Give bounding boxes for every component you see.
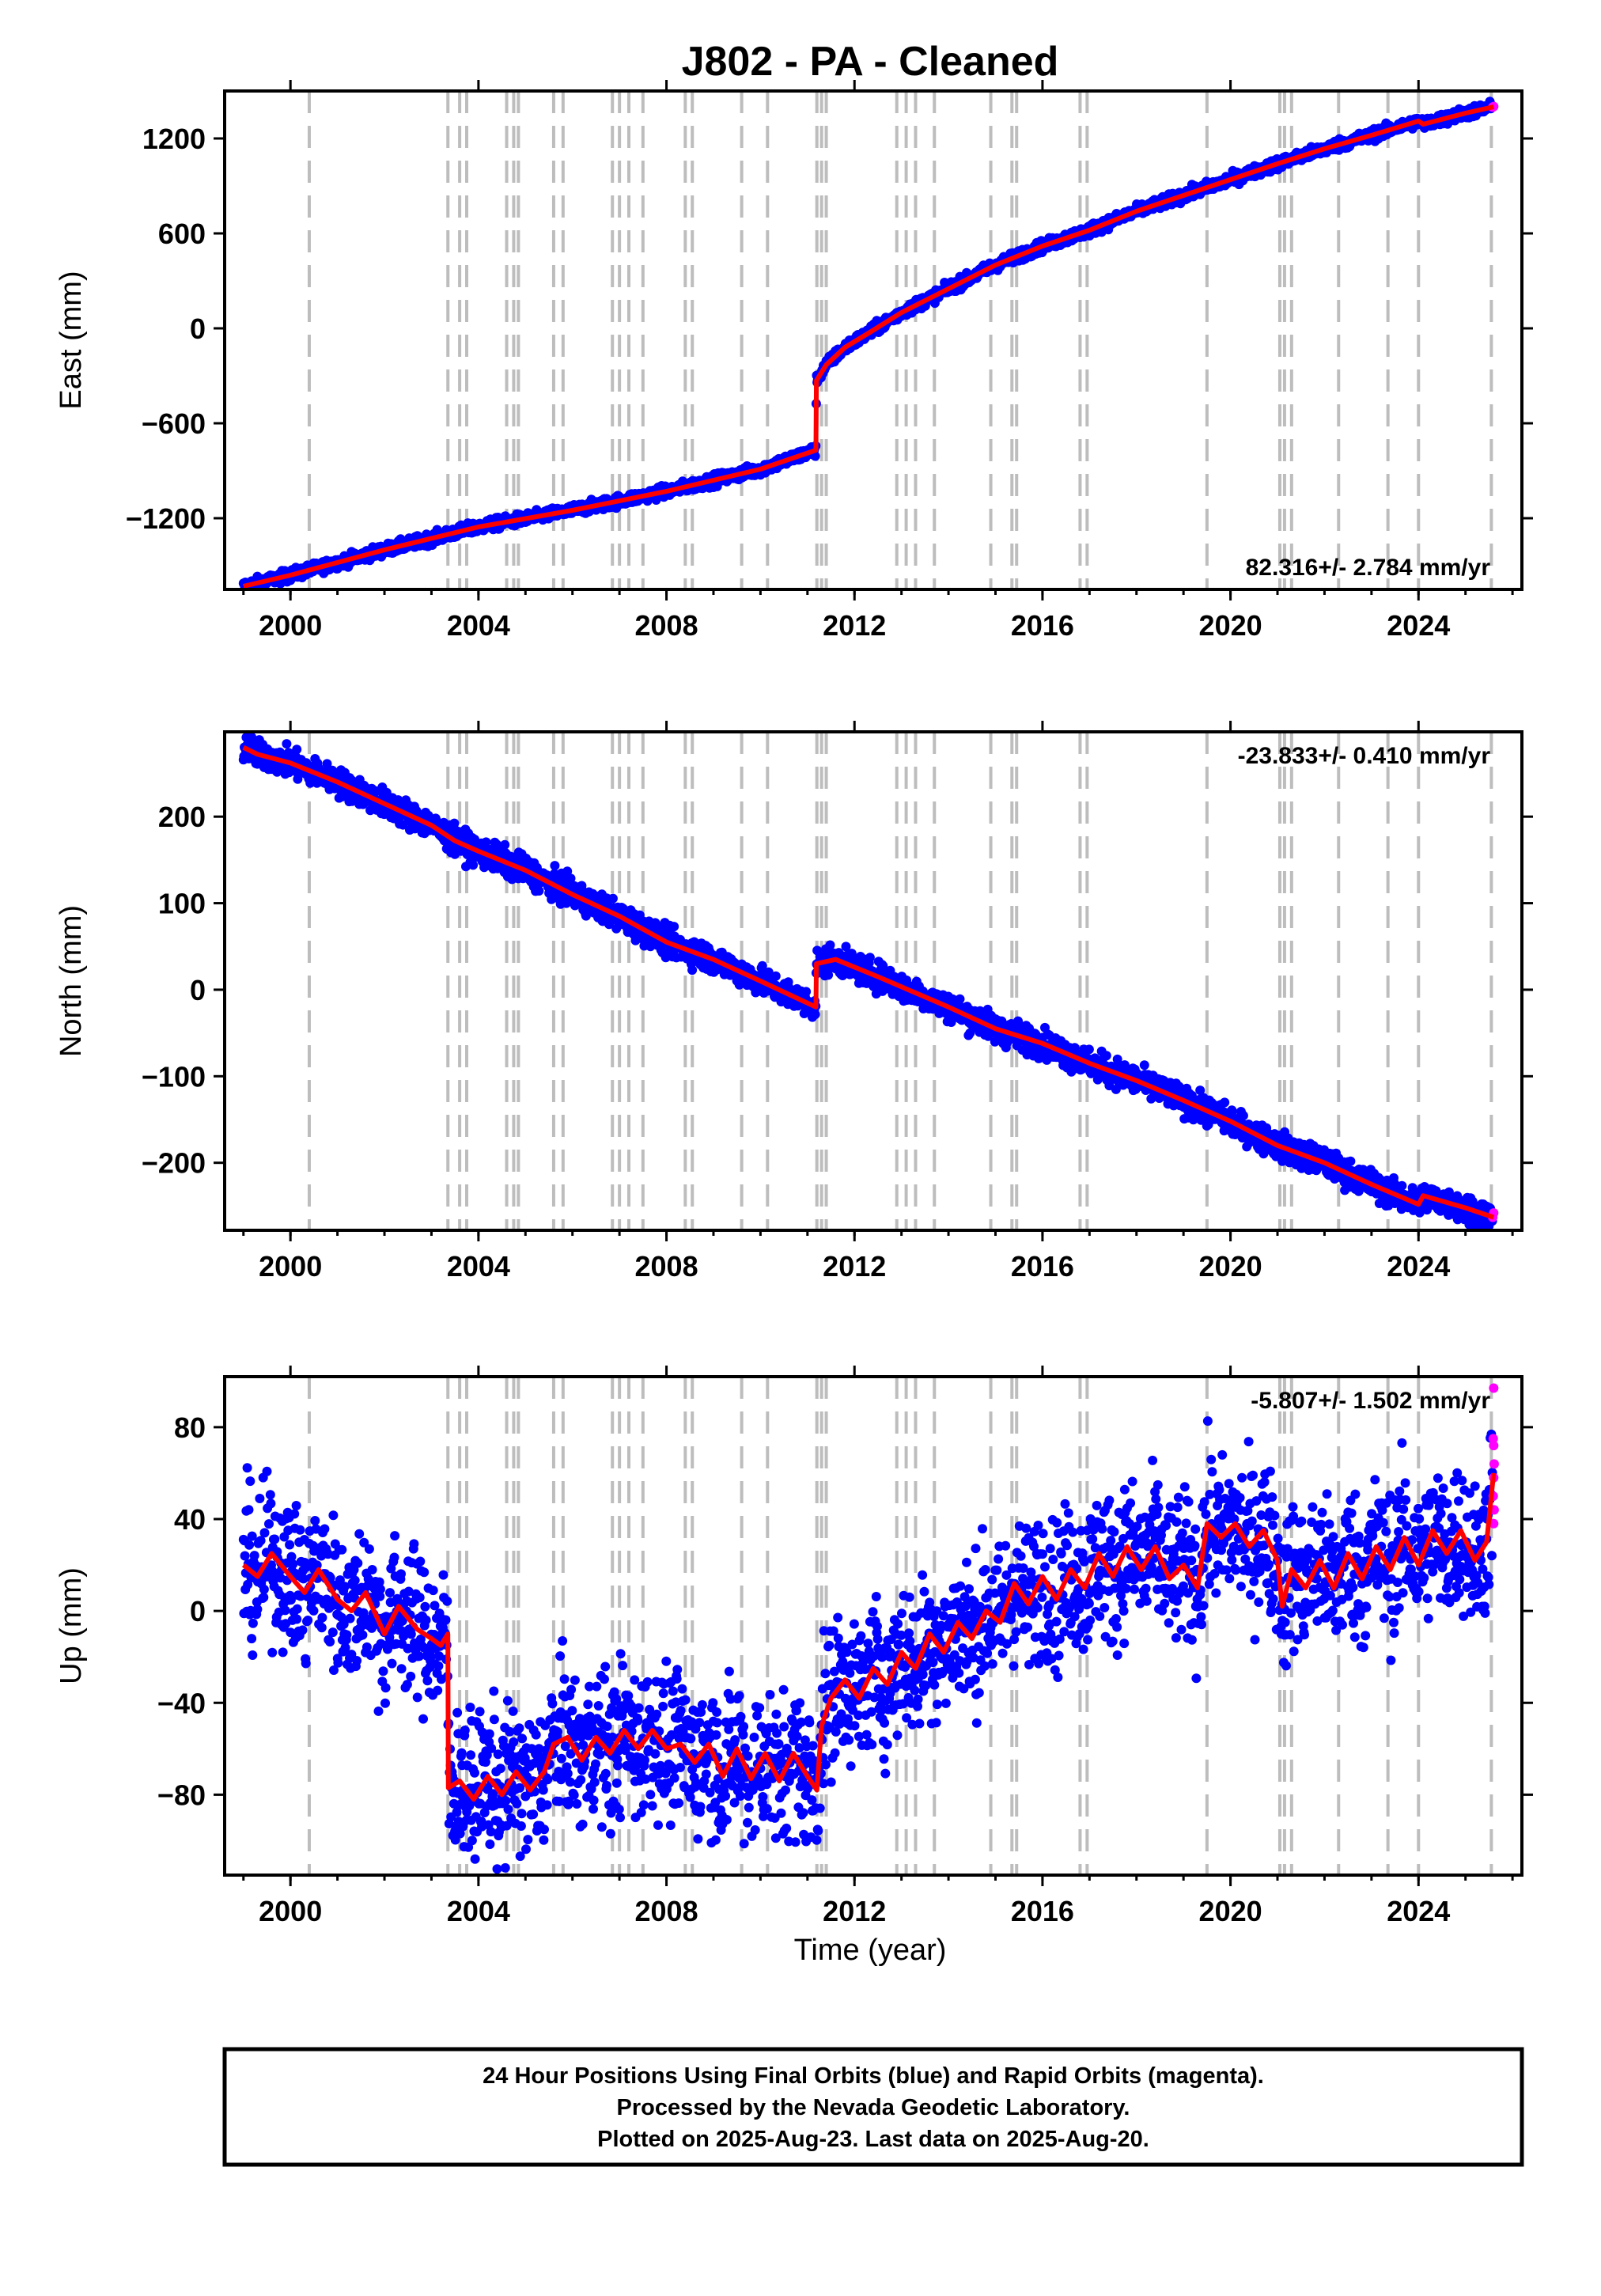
north-data-point — [547, 894, 557, 904]
north-data-point — [1139, 1060, 1149, 1070]
east-y-tick-label: −600 — [142, 407, 206, 440]
north-data-point — [292, 744, 302, 755]
north-data-point — [500, 839, 510, 850]
east-final-orbit-points — [238, 97, 1497, 589]
north-data-point — [468, 860, 479, 870]
east-panel: 2000 2004 2008 2012 2016 2020 2024 −1200 −600 0 60… — [55, 80, 1533, 642]
north-data-point — [1238, 1111, 1248, 1121]
north-data-point — [865, 953, 875, 963]
east-y-tick-label: 1200 — [142, 123, 206, 155]
north-panel: 2000 2004 2008 2012 2016 2020 2024−200−1000100… — [55, 721, 1533, 1283]
north-data-point — [1195, 1085, 1205, 1096]
north-data-point — [607, 893, 618, 904]
north-data-point — [1188, 1115, 1198, 1125]
east-y-axis-label: East (mm) — [55, 271, 88, 409]
east-x-tick-label: 2000 — [259, 609, 322, 642]
east-y-tick-label: −1200 — [126, 502, 206, 535]
north-data-point — [1187, 1090, 1197, 1101]
north-data-point — [810, 1010, 820, 1020]
north-data-point — [581, 911, 591, 921]
east-y-tick-label: 600 — [158, 218, 206, 250]
north-data-point — [449, 818, 460, 828]
north-data-point — [282, 739, 292, 749]
east-frame — [223, 89, 1523, 591]
north-data-point — [770, 971, 781, 981]
east-x-tick-label: 2020 — [1199, 609, 1262, 642]
east-model-line — [243, 104, 1494, 589]
north-data-point — [1101, 1051, 1111, 1061]
north-data-point — [757, 960, 767, 971]
north-data-point — [669, 922, 679, 932]
north-data-point — [1112, 1054, 1122, 1064]
north-data-point — [955, 994, 965, 1004]
north-plot-area — [238, 732, 1499, 1230]
north-data-point — [878, 960, 888, 971]
east-x-tick-label: 2016 — [1011, 609, 1074, 642]
north-data-point — [841, 942, 851, 952]
east-x-tick-label: 2024 — [1387, 609, 1450, 642]
north-data-point — [562, 866, 573, 877]
north-data-point — [534, 886, 544, 896]
north-data-point — [550, 861, 560, 871]
north-data-point — [1227, 1106, 1237, 1116]
north-data-point — [566, 873, 576, 884]
east-x-tick-label: 2004 — [447, 609, 510, 642]
north-data-point — [689, 937, 699, 947]
north-data-point — [1111, 1084, 1121, 1094]
north-data-point — [293, 774, 303, 784]
north-data-point — [1084, 1044, 1094, 1055]
figure-title: J802 - PA - Cleaned — [682, 39, 1059, 85]
north-data-point — [825, 940, 835, 950]
north-data-point — [1092, 1074, 1103, 1085]
east-x-tick-label: 2012 — [823, 609, 886, 642]
east-x-tick-label: 2008 — [635, 609, 698, 642]
east-plot-area — [238, 91, 1499, 589]
north-data-point — [1220, 1097, 1230, 1108]
north-final-orbit-points — [238, 732, 1497, 1230]
north-data-point — [687, 965, 698, 976]
east-y-tick-label: 0 — [190, 313, 206, 345]
north-data-point — [801, 987, 812, 997]
north-data-point — [823, 970, 834, 980]
east-rate-annotation: 82.316+/- 2.784 mm/yr — [1246, 555, 1491, 581]
